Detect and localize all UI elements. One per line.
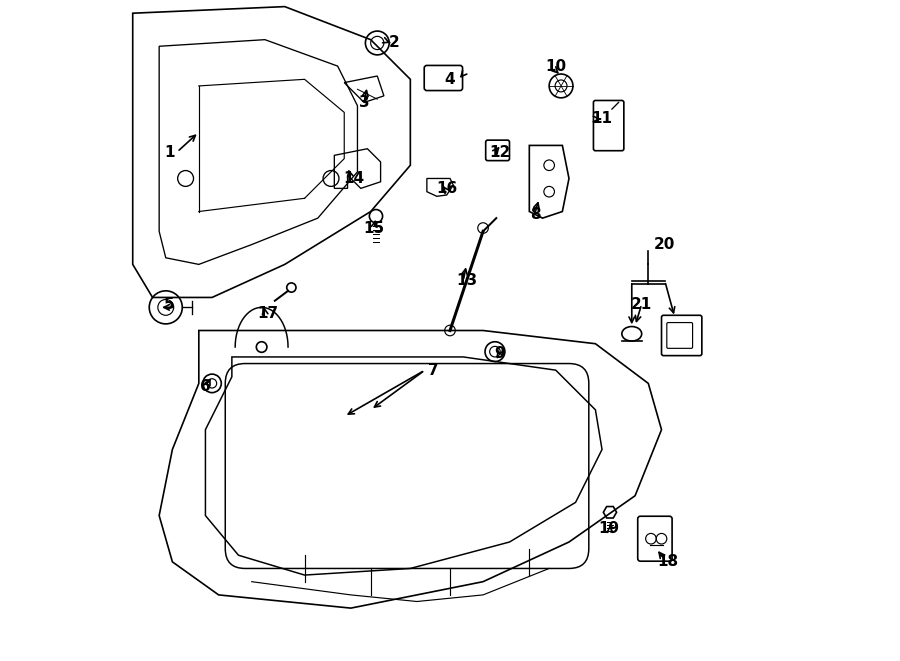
Text: 4: 4 <box>445 72 455 87</box>
Text: 8: 8 <box>531 208 541 222</box>
Text: 19: 19 <box>598 522 619 536</box>
Text: 6: 6 <box>200 379 211 394</box>
Text: 5: 5 <box>164 297 175 311</box>
Text: 17: 17 <box>257 307 279 321</box>
Text: 21: 21 <box>631 297 652 311</box>
Text: 2: 2 <box>389 36 400 50</box>
Text: 12: 12 <box>489 145 510 159</box>
Text: 18: 18 <box>658 555 679 569</box>
Text: 13: 13 <box>456 274 477 288</box>
Text: 1: 1 <box>164 145 175 159</box>
Text: 11: 11 <box>591 112 613 126</box>
Text: 3: 3 <box>359 95 369 110</box>
Text: 9: 9 <box>494 346 505 361</box>
Text: 15: 15 <box>364 221 384 235</box>
Text: 16: 16 <box>436 181 457 196</box>
Text: 10: 10 <box>545 59 566 73</box>
Text: 7: 7 <box>428 363 439 377</box>
Text: 20: 20 <box>654 237 676 252</box>
Text: 14: 14 <box>344 171 364 186</box>
